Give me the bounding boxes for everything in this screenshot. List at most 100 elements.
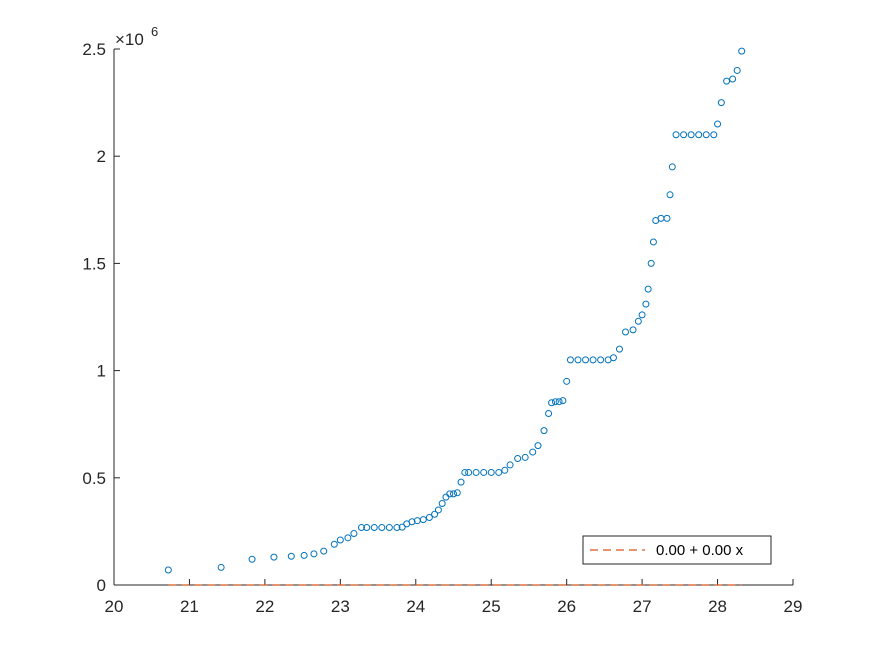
data-point xyxy=(465,468,473,476)
data-point xyxy=(487,468,495,476)
y-exponent-label: ×10 6 xyxy=(115,24,158,49)
data-point xyxy=(649,238,657,246)
data-point xyxy=(729,75,737,83)
data-point xyxy=(461,468,469,476)
x-tick-label: 23 xyxy=(331,597,350,616)
data-point xyxy=(344,534,352,542)
data-point xyxy=(506,461,514,469)
data-point xyxy=(733,66,741,74)
data-point xyxy=(472,468,480,476)
y-tick-label: 2 xyxy=(97,147,106,166)
data-point xyxy=(615,345,623,353)
data-point xyxy=(644,285,652,293)
data-point xyxy=(442,493,450,501)
data-point xyxy=(217,563,225,571)
data-point xyxy=(434,506,442,514)
data-point xyxy=(534,442,542,450)
x-tick-label: 25 xyxy=(482,597,501,616)
y-tick-label: 0.5 xyxy=(82,469,106,488)
data-point xyxy=(393,524,401,532)
data-point xyxy=(680,131,688,139)
data-points xyxy=(164,47,746,574)
legend-entry: 0.00 + 0.00 x xyxy=(656,542,744,559)
data-point xyxy=(438,500,446,508)
y-tick-label: 1 xyxy=(97,362,106,381)
y-tick-label: 1.5 xyxy=(82,254,106,273)
data-point xyxy=(642,300,650,308)
data-point xyxy=(666,191,674,199)
data-point xyxy=(446,490,454,498)
data-point xyxy=(357,524,365,532)
data-point xyxy=(582,356,590,364)
data-point xyxy=(300,551,308,559)
data-point xyxy=(248,555,256,563)
y-tick-label: 2.5 xyxy=(82,40,106,59)
data-point xyxy=(622,328,630,336)
x-tick-label: 29 xyxy=(784,597,803,616)
data-point xyxy=(551,398,559,406)
data-point xyxy=(702,131,710,139)
legend: 0.00 + 0.00 x xyxy=(582,535,772,565)
data-point xyxy=(695,131,703,139)
data-point xyxy=(398,523,406,531)
x-tick-label: 21 xyxy=(180,597,199,616)
data-point xyxy=(609,354,617,362)
data-point xyxy=(555,398,563,406)
data-point xyxy=(634,317,642,325)
data-point xyxy=(450,490,457,498)
data-point xyxy=(453,489,461,497)
data-point xyxy=(310,550,318,558)
data-point xyxy=(431,510,439,518)
data-point xyxy=(408,518,416,526)
data-point xyxy=(717,99,725,107)
data-point xyxy=(385,524,393,532)
data-point xyxy=(521,453,529,461)
data-point xyxy=(672,131,680,139)
data-point xyxy=(559,397,567,405)
data-point xyxy=(710,131,718,139)
x-tick-label: 28 xyxy=(708,597,727,616)
data-point xyxy=(687,131,695,139)
data-point xyxy=(287,552,295,560)
data-point xyxy=(350,530,358,538)
data-point xyxy=(657,214,665,222)
data-point xyxy=(597,356,605,364)
x-tick-label: 22 xyxy=(255,597,274,616)
data-point xyxy=(723,77,731,85)
data-point xyxy=(574,356,582,364)
x-tick-label: 27 xyxy=(633,597,652,616)
data-point xyxy=(589,356,597,364)
axes: 20 21 22 23 24 25 26 27 28 29 0 0.5 1 1.5 2 2.5 xyxy=(82,40,802,616)
data-point xyxy=(480,468,488,476)
data-point xyxy=(419,516,427,524)
data-point xyxy=(738,47,746,55)
data-point xyxy=(563,377,571,385)
data-point xyxy=(668,163,676,171)
data-point xyxy=(540,427,548,435)
x-tick-label: 26 xyxy=(557,597,576,616)
data-point xyxy=(330,540,338,548)
data-point xyxy=(638,311,646,319)
legend-box xyxy=(582,535,772,565)
y-exponent-power: 6 xyxy=(151,24,158,39)
data-point xyxy=(425,513,433,521)
data-point xyxy=(370,524,378,532)
y-tick-label: 0 xyxy=(97,576,106,595)
data-point xyxy=(548,399,556,407)
data-point xyxy=(495,468,503,476)
data-point xyxy=(529,448,537,456)
data-point xyxy=(501,466,509,474)
data-point xyxy=(270,553,278,561)
x-tick-label: 20 xyxy=(105,597,124,616)
data-point xyxy=(545,409,553,417)
data-point xyxy=(566,356,574,364)
data-point xyxy=(336,536,344,544)
data-point xyxy=(714,120,722,128)
x-tick-label: 24 xyxy=(406,597,425,616)
data-point xyxy=(164,566,172,574)
data-point xyxy=(647,259,655,267)
data-point xyxy=(629,326,637,334)
data-point xyxy=(363,524,371,532)
data-point xyxy=(378,524,386,532)
